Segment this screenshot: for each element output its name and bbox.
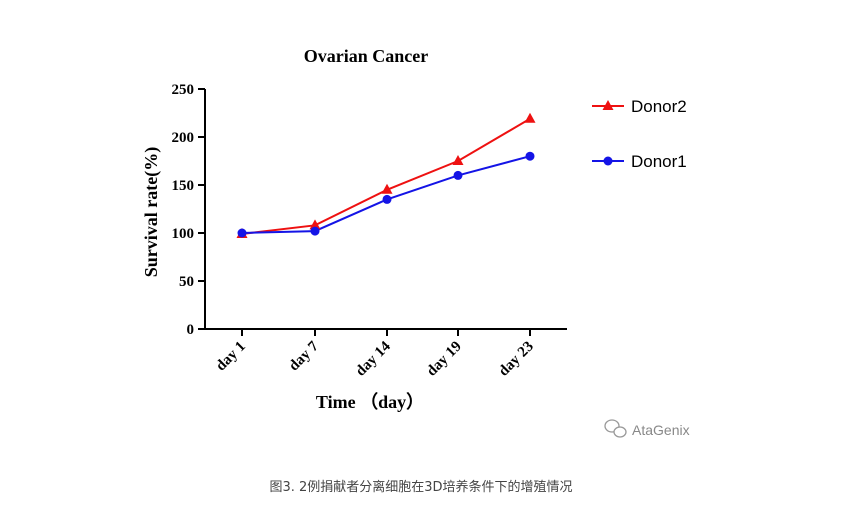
x-tick-label: day 23 <box>496 339 537 380</box>
axes <box>204 89 567 330</box>
series-layer <box>236 112 536 238</box>
x-tick-label: day 1 <box>213 339 249 375</box>
x-ticks: day 1 day 7 day 14 day 19 day 23 <box>213 329 537 380</box>
y-tick-label: 50 <box>179 274 194 290</box>
y-tick-label: 150 <box>172 178 195 194</box>
x-tick-label: day 19 <box>424 339 465 380</box>
series-line-donor2 <box>241 117 531 235</box>
watermark-text: AtaGenix <box>632 422 690 438</box>
legend-marker <box>602 100 614 110</box>
figure-caption: 图3. 2例捐献者分离细胞在3D培养条件下的增殖情况 <box>269 480 573 495</box>
chart-title: Ovarian Cancer <box>304 46 428 66</box>
data-point-donor1 <box>382 194 392 204</box>
data-point-donor1 <box>525 151 535 161</box>
legend-marker <box>603 156 613 166</box>
y-ticks: 0 50 100 150 200 250 <box>172 82 205 338</box>
legend: Donor2 Donor1 <box>592 97 687 171</box>
data-point-donor1 <box>237 228 247 238</box>
legend-label: Donor1 <box>631 152 687 171</box>
y-tick-label: 100 <box>172 226 195 242</box>
data-point-donor2 <box>524 112 536 123</box>
data-point-donor1 <box>310 226 320 236</box>
x-tick-label: day 7 <box>286 338 322 374</box>
y-tick-label: 250 <box>172 82 195 98</box>
series-line-donor1 <box>241 155 531 234</box>
watermark: AtaGenix <box>604 419 690 438</box>
y-tick-label: 200 <box>172 130 195 146</box>
data-point-donor2 <box>452 155 464 165</box>
data-point-donor2 <box>309 219 321 230</box>
y-axis-label: Survival rate(%) <box>141 147 162 277</box>
y-tick-label: 0 <box>187 322 195 338</box>
data-point-donor2 <box>381 183 393 194</box>
x-tick-label: day 14 <box>353 338 394 379</box>
data-point-donor1 <box>453 170 463 180</box>
legend-label: Donor2 <box>631 97 687 116</box>
wechat-icon <box>604 419 627 438</box>
x-axis-label: Time （day） <box>316 392 424 412</box>
